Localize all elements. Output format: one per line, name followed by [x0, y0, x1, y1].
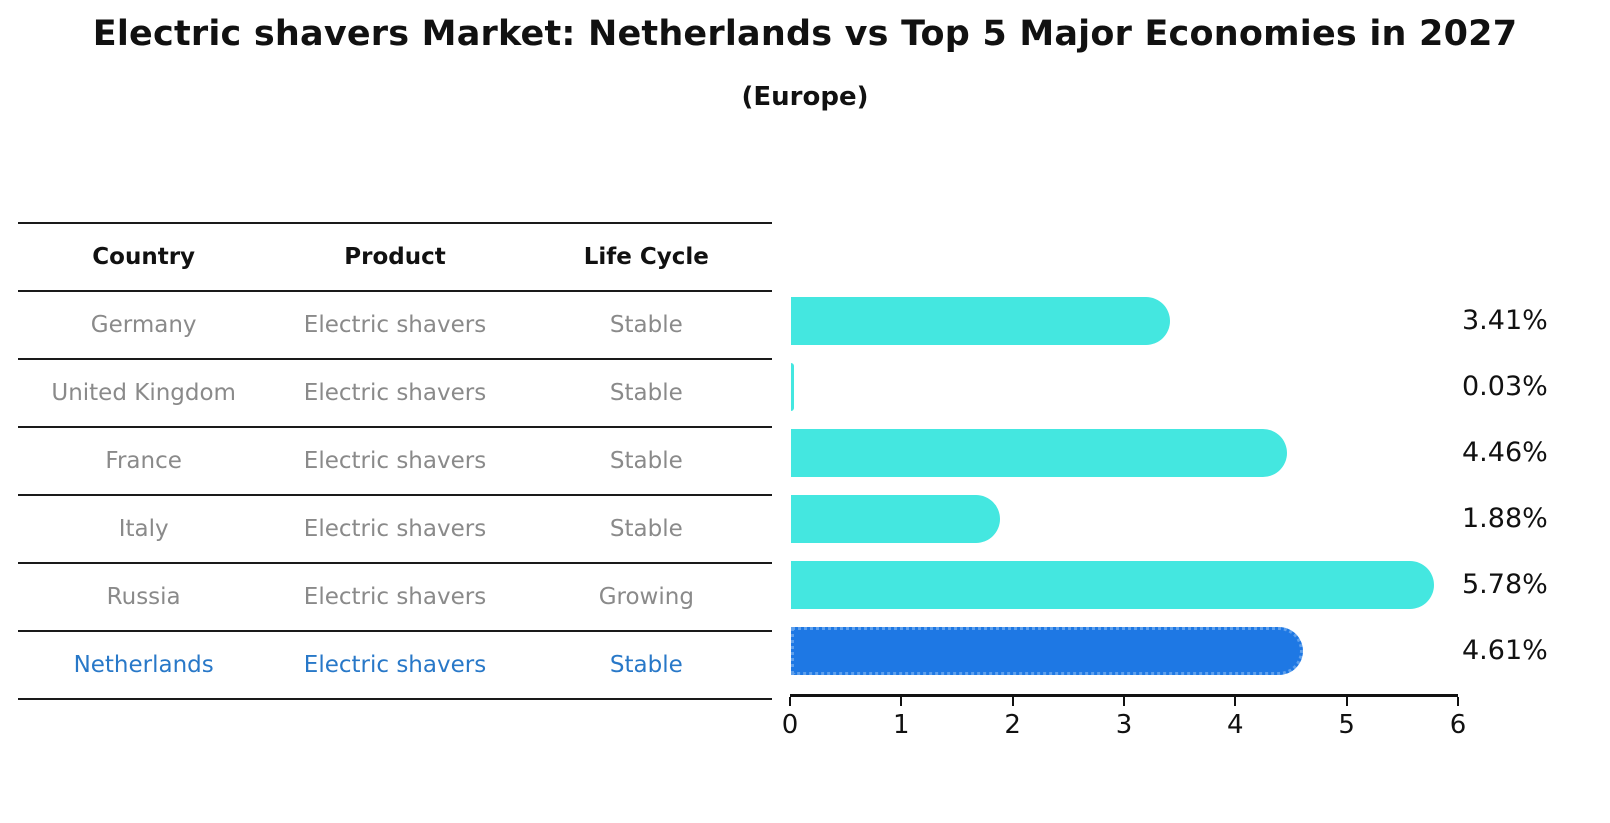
- cell-life-cycle: Stable: [609, 652, 683, 678]
- cell-product: Electric shavers: [303, 312, 487, 338]
- value-label: 4.61%: [1462, 635, 1548, 666]
- value-label: 0.03%: [1462, 371, 1548, 402]
- bar-row: 4.46%: [791, 420, 1548, 486]
- cell-product: Electric shavers: [303, 652, 487, 678]
- cell-product: Electric shavers: [303, 516, 487, 542]
- x-tick-label: 6: [1449, 710, 1467, 740]
- cell-product: Electric shavers: [303, 380, 487, 406]
- cell-life-cycle: Stable: [609, 516, 683, 542]
- x-tick: [789, 697, 791, 706]
- cell-product: Electric shavers: [303, 584, 487, 610]
- table-row: United Kingdom Electric shavers Stable: [18, 358, 772, 426]
- bar-row: 1.88%: [791, 486, 1548, 552]
- cell-country: France: [105, 448, 182, 474]
- cell-life-cycle: Growing: [598, 584, 694, 610]
- cell-life-cycle: Stable: [609, 312, 683, 338]
- bar: [791, 297, 1171, 345]
- bar-row: 3.41%: [791, 288, 1548, 354]
- cell-country: Italy: [118, 516, 169, 542]
- table-row: Netherlands Electric shavers Stable: [18, 630, 772, 698]
- header-cell-life-cycle: Life Cycle: [583, 244, 709, 270]
- x-tick: [900, 697, 903, 706]
- cell-country: Netherlands: [73, 652, 214, 678]
- cell-life-cycle: Stable: [609, 448, 683, 474]
- comparison-table: Country Product Life Cycle Germany Elect…: [18, 222, 772, 700]
- x-tick-label: 1: [893, 710, 910, 740]
- table-row: Germany Electric shavers Stable: [18, 290, 772, 358]
- table-header-row: Country Product Life Cycle: [18, 222, 772, 290]
- x-tick-label: 3: [1115, 710, 1133, 740]
- cell-country: United Kingdom: [51, 380, 236, 406]
- bar: [791, 495, 1000, 543]
- header-cell-country: Country: [92, 244, 196, 270]
- x-tick-label: 0: [781, 710, 799, 740]
- x-tick-label: 2: [1004, 710, 1021, 740]
- x-tick-label: 4: [1227, 710, 1244, 740]
- value-label: 4.46%: [1462, 437, 1548, 468]
- bar: [791, 627, 1304, 675]
- cell-life-cycle: Stable: [609, 380, 683, 406]
- bar-row: 0.03%: [791, 354, 1548, 420]
- value-label: 3.41%: [1462, 305, 1548, 336]
- table-row: Russia Electric shavers Growing: [18, 562, 772, 630]
- header-cell-product: Product: [344, 244, 446, 270]
- table-row: Italy Electric shavers Stable: [18, 494, 772, 562]
- x-tick: [1011, 697, 1014, 706]
- value-label: 5.78%: [1462, 569, 1548, 600]
- page-subtitle: (Europe): [741, 82, 869, 112]
- cell-product: Electric shavers: [303, 448, 487, 474]
- bar: [791, 561, 1434, 609]
- bar: [791, 429, 1287, 477]
- bar: [791, 363, 795, 411]
- x-axis: 0 1 2 3 4 5 6: [782, 694, 1466, 740]
- cell-country: Germany: [90, 312, 197, 338]
- x-tick: [1234, 697, 1237, 706]
- cell-country: Russia: [106, 584, 181, 610]
- bar-row: 5.78%: [791, 552, 1548, 618]
- x-tick: [1345, 697, 1348, 706]
- bar-row: 4.61%: [791, 618, 1548, 684]
- x-tick-label: 5: [1338, 710, 1355, 740]
- bar-chart: 3.41% 0.03% 4.46% 1.88% 5.78% 4.61%: [791, 288, 1548, 684]
- page-title: Electric shavers Market: Netherlands vs …: [92, 14, 1518, 54]
- table-row: France Electric shavers Stable: [18, 426, 772, 494]
- x-tick: [1123, 697, 1125, 706]
- value-label: 1.88%: [1462, 503, 1548, 534]
- x-tick: [1457, 697, 1459, 706]
